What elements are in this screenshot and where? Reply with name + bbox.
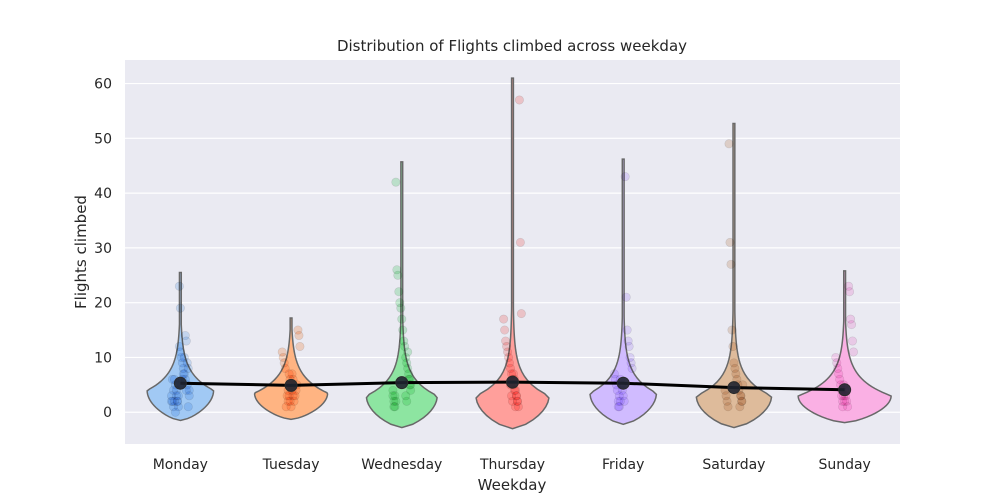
violin-saturday xyxy=(695,122,773,429)
data-point xyxy=(293,325,303,335)
data-point xyxy=(507,391,517,401)
data-point xyxy=(515,237,525,247)
data-point xyxy=(169,396,179,406)
data-point xyxy=(516,309,526,319)
data-point xyxy=(391,177,401,187)
y-axis-label: Flights climbed xyxy=(72,195,90,309)
x-tick-labels: Monday Tuesday Wednesday Thursday Friday Satu… xyxy=(153,457,871,473)
mean-marker xyxy=(395,376,409,390)
violin-sunday xyxy=(797,270,892,424)
data-point xyxy=(403,347,413,357)
data-point xyxy=(170,407,180,417)
chart-title: Distribution of Flights climbed across w… xyxy=(337,37,687,55)
y-tick-label: 30 xyxy=(94,241,112,257)
data-point xyxy=(844,281,854,291)
data-point xyxy=(729,358,739,368)
data-point xyxy=(175,303,185,313)
data-point xyxy=(625,352,635,362)
data-point xyxy=(398,325,408,335)
data-point xyxy=(725,237,735,247)
data-point xyxy=(180,331,190,341)
data-point xyxy=(401,391,411,401)
data-point xyxy=(287,369,297,379)
x-tick-label: Saturday xyxy=(702,457,765,473)
data-point xyxy=(179,352,189,362)
data-point xyxy=(831,352,841,362)
data-point xyxy=(848,347,858,357)
data-point xyxy=(174,341,184,351)
data-point xyxy=(514,95,524,105)
data-point xyxy=(395,298,405,308)
y-tick-labels: 0 10 20 30 40 50 60 xyxy=(94,77,112,422)
data-point xyxy=(736,391,746,401)
data-point xyxy=(174,281,184,291)
data-point xyxy=(388,391,398,401)
mean-marker xyxy=(616,376,630,390)
data-point xyxy=(726,259,736,269)
x-axis-label: Weekday xyxy=(478,476,547,494)
data-point xyxy=(622,325,632,335)
data-point xyxy=(613,396,623,406)
x-tick-label: Wednesday xyxy=(361,457,442,473)
data-point xyxy=(399,336,409,346)
data-point xyxy=(168,385,178,395)
x-tick-label: Monday xyxy=(153,457,208,473)
violin-thursday xyxy=(475,77,550,430)
data-point xyxy=(724,139,734,149)
data-point xyxy=(846,314,856,324)
x-tick-label: Tuesday xyxy=(262,457,320,473)
data-point xyxy=(397,314,407,324)
y-tick-label: 50 xyxy=(94,131,112,147)
y-tick-label: 60 xyxy=(94,77,112,93)
data-point xyxy=(183,402,193,412)
data-point xyxy=(295,341,305,351)
mean-marker xyxy=(173,376,187,390)
mean-marker xyxy=(727,381,741,395)
mean-marker xyxy=(838,383,852,397)
data-point xyxy=(277,347,287,357)
mean-line-layer xyxy=(173,375,852,397)
data-point xyxy=(501,336,511,346)
data-point xyxy=(623,336,633,346)
y-tick-label: 10 xyxy=(94,350,112,366)
y-tick-label: 0 xyxy=(103,405,112,421)
data-point xyxy=(500,325,510,335)
data-point xyxy=(394,287,404,297)
mean-marker xyxy=(506,375,519,389)
y-tick-label: 20 xyxy=(94,296,112,312)
y-tick-label: 40 xyxy=(94,186,112,202)
data-point xyxy=(392,265,402,275)
data-point xyxy=(620,172,630,182)
data-point xyxy=(609,369,619,379)
x-tick-label: Friday xyxy=(602,457,644,473)
data-point xyxy=(727,325,737,335)
x-tick-label: Thursday xyxy=(479,457,545,473)
data-point xyxy=(621,292,631,302)
data-point xyxy=(848,336,858,346)
violin-friday xyxy=(589,158,658,426)
data-point xyxy=(184,385,194,395)
data-point xyxy=(728,341,738,351)
x-tick-label: Sunday xyxy=(818,457,870,473)
data-point xyxy=(499,314,509,324)
mean-marker xyxy=(284,378,298,392)
